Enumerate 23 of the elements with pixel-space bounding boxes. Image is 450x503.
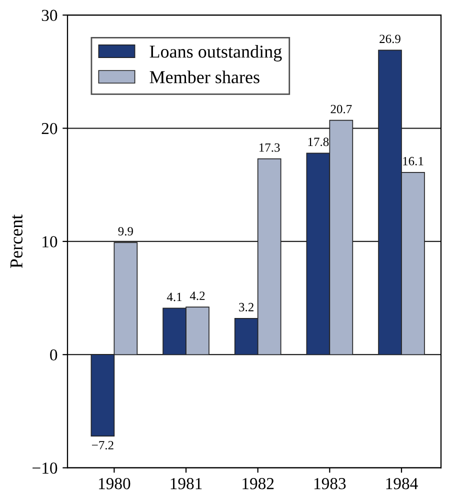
data-label: 3.2 bbox=[239, 302, 254, 312]
y-tick-label: 10 bbox=[42, 236, 58, 248]
data-label: 17.8 bbox=[308, 138, 329, 146]
legend-label: Loans outstanding bbox=[150, 45, 282, 62]
y-tick-label: 0 bbox=[50, 349, 58, 361]
data-label: 4.2 bbox=[190, 292, 205, 300]
y-tick-label: −10 bbox=[32, 462, 58, 474]
legend-label: Member shares bbox=[150, 70, 260, 84]
x-tick-label: 1980 bbox=[98, 478, 130, 490]
data-label: 4.1 bbox=[166, 292, 182, 302]
y-tick-label: 20 bbox=[42, 122, 58, 134]
data-label: 16.1 bbox=[403, 156, 424, 166]
x-tick-label: 1984 bbox=[386, 478, 418, 490]
data-label: 17.3 bbox=[259, 143, 280, 152]
data-label: 9.9 bbox=[118, 227, 133, 236]
x-tick-label: 1983 bbox=[314, 478, 346, 490]
y-tick-label: 30 bbox=[42, 10, 58, 22]
data-label: 20.7 bbox=[330, 104, 352, 114]
data-label: −7.2 bbox=[92, 441, 114, 450]
y-axis-title: Percent bbox=[10, 214, 22, 268]
data-label: 26.9 bbox=[380, 34, 400, 44]
x-tick-label: 1981 bbox=[170, 478, 202, 490]
x-tick-label: 1982 bbox=[242, 478, 274, 490]
